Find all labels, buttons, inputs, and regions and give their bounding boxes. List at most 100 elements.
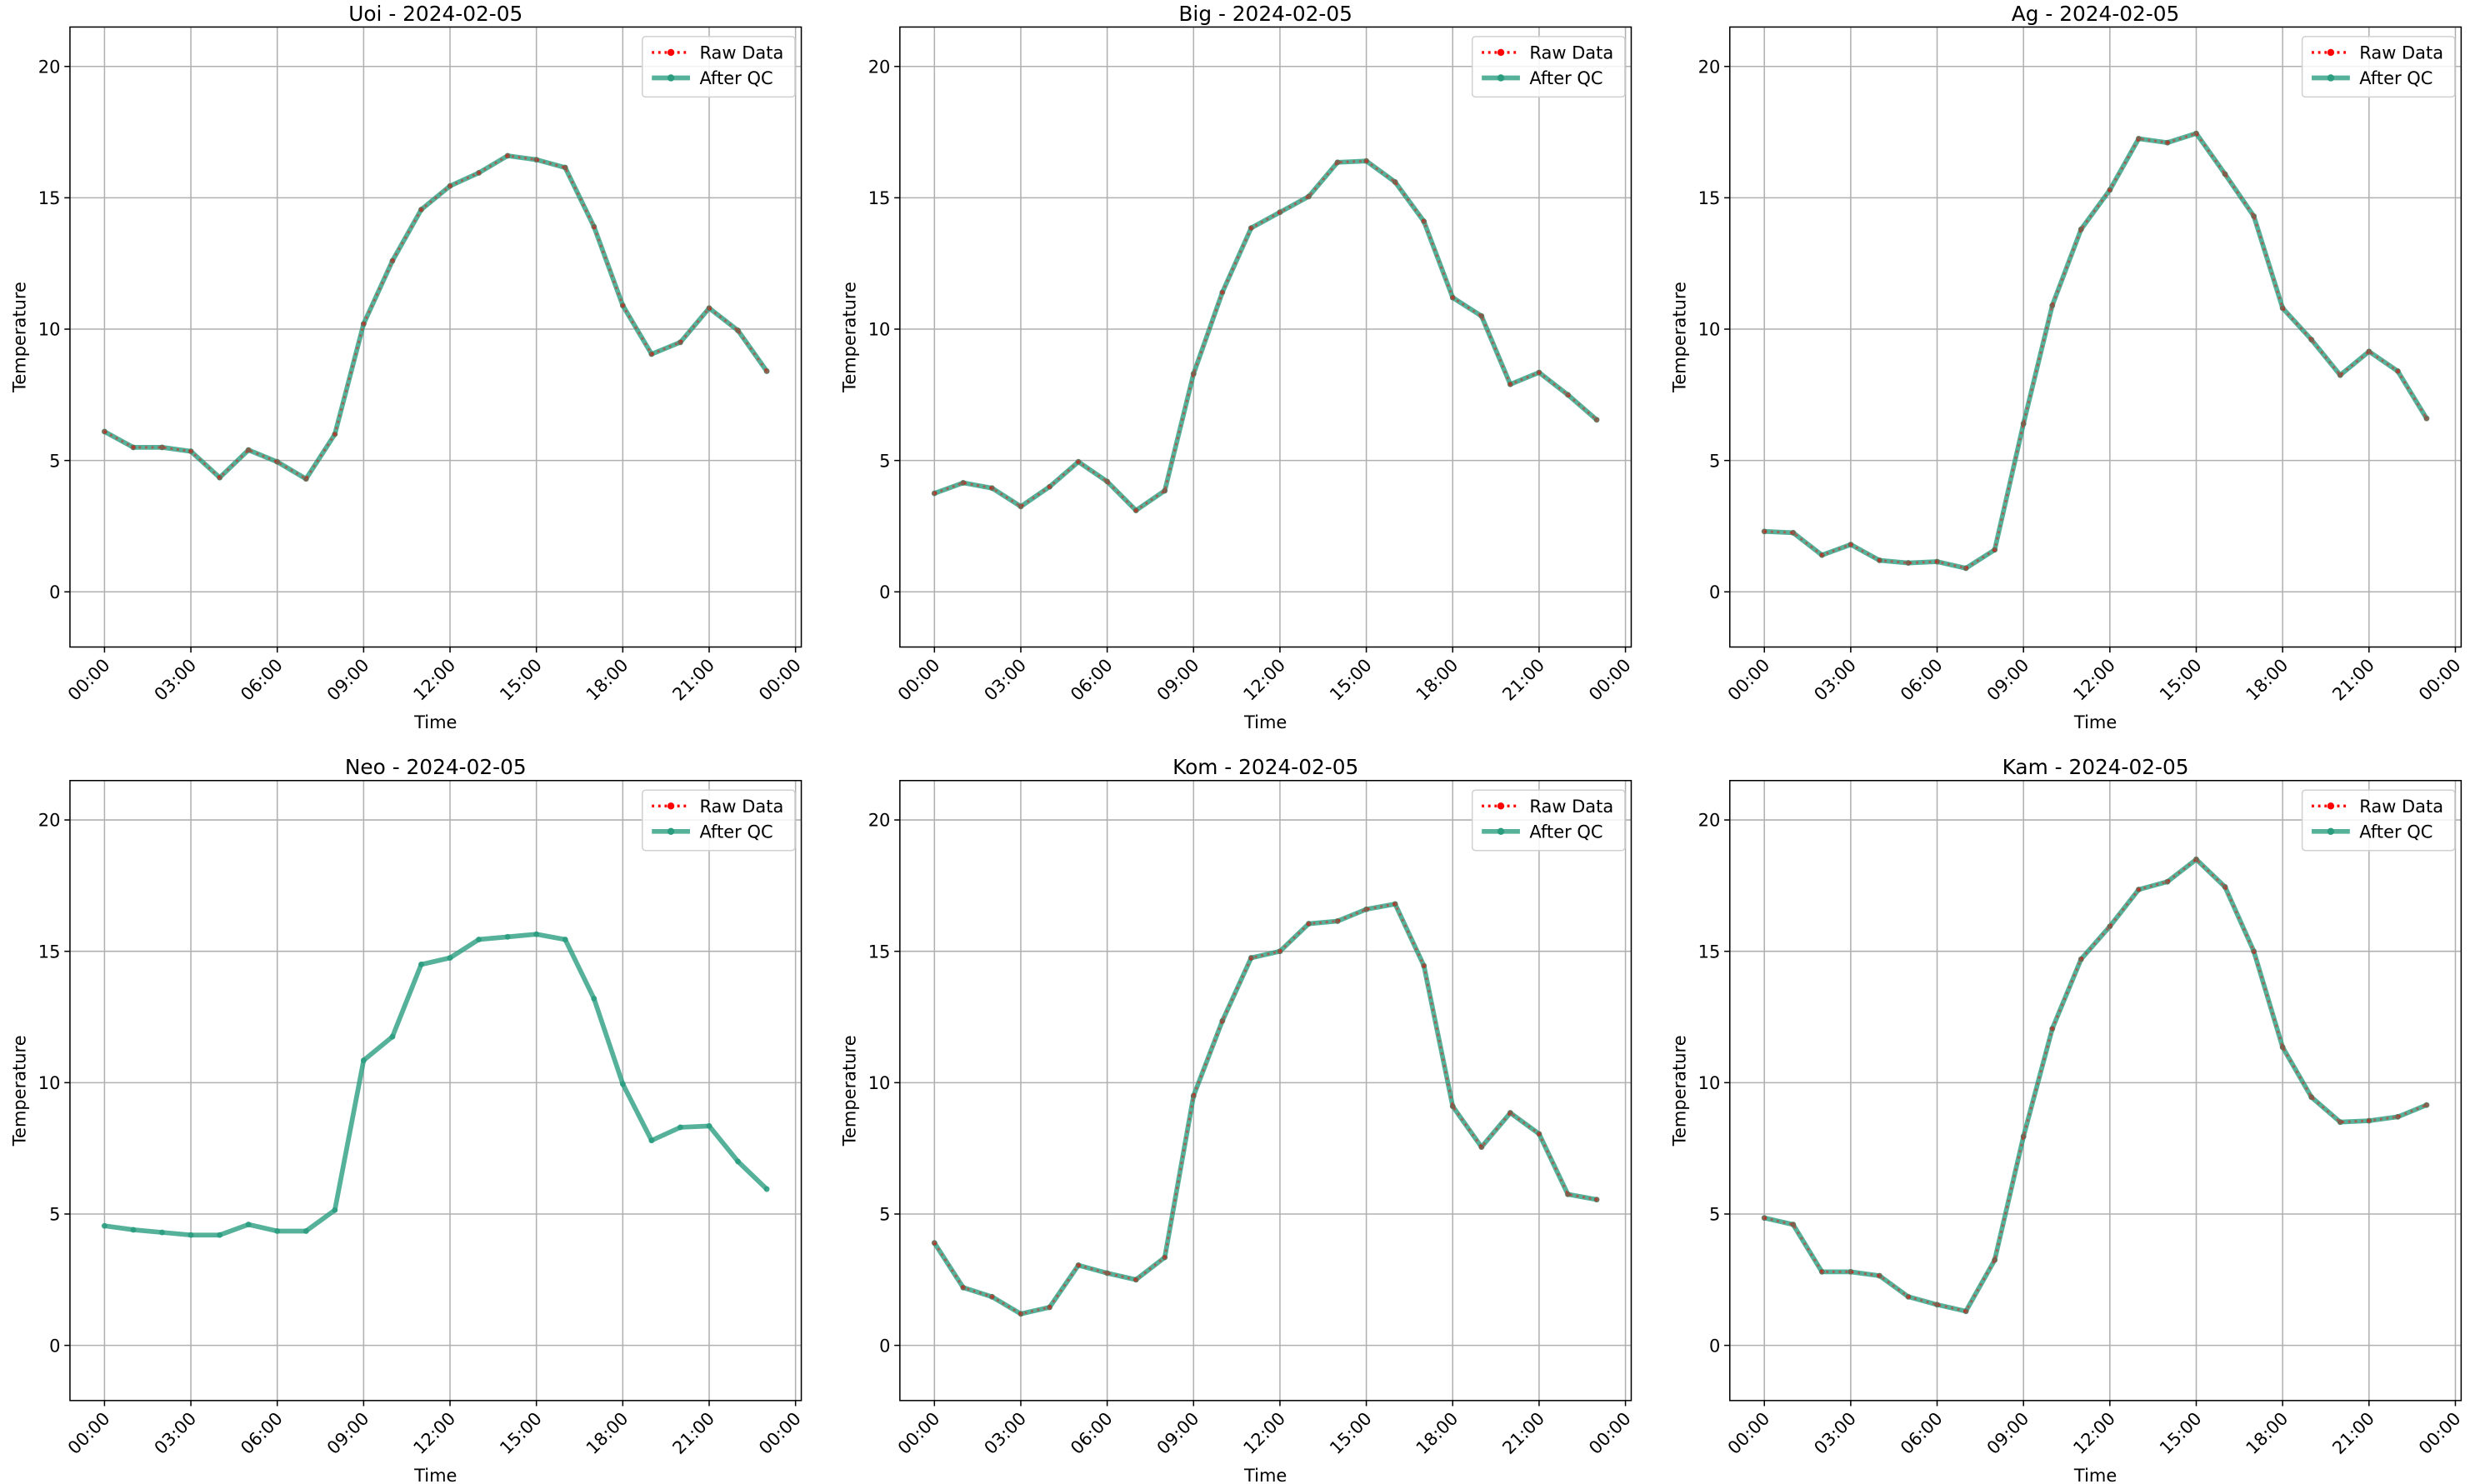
axes-frame: [69, 26, 802, 648]
series-marker: [1934, 558, 1940, 565]
y-tick-label: 5: [879, 451, 890, 471]
y-axis-label: Temperature: [1669, 1035, 1689, 1147]
series-marker: [2423, 415, 2430, 422]
series-marker: [988, 1293, 995, 1300]
series-marker: [217, 474, 223, 481]
series-marker: [1277, 948, 1282, 954]
x-tick-label: 06:00: [1897, 655, 1947, 705]
series-marker: [989, 1294, 995, 1300]
x-tick-label: 09:00: [323, 1408, 373, 1458]
series-marker: [2078, 227, 2084, 232]
series-marker: [2338, 1119, 2343, 1125]
legend-marker: [2327, 74, 2335, 82]
legend-label: Raw Data: [2359, 797, 2443, 817]
series-marker: [620, 302, 626, 308]
y-axis-label: Temperature: [10, 1035, 30, 1147]
series-marker: [1905, 560, 1912, 567]
series-marker: [1392, 901, 1398, 907]
x-tick-label: 06:00: [1067, 1408, 1117, 1458]
series-marker: [1132, 1277, 1139, 1283]
series-marker: [1334, 918, 1341, 924]
series-line: [932, 902, 1598, 1317]
series-marker: [735, 327, 741, 333]
series-marker: [931, 1240, 938, 1247]
x-tick-label: 09:00: [1153, 655, 1203, 705]
series-marker: [1790, 1222, 1796, 1227]
subplot: 0 5 10 15 20 00:00 03:00 06:00 09:00 12:00 15:00 18…: [10, 755, 805, 1484]
series-marker: [2021, 421, 2027, 427]
series-marker: [389, 257, 395, 264]
series-marker: [1421, 962, 1427, 969]
legend-marker: [1497, 48, 1505, 57]
series-marker: [303, 476, 309, 482]
series-marker: [246, 447, 252, 453]
series-marker: [562, 164, 568, 171]
legend-marker: [2327, 802, 2335, 810]
x-tick-label: 09:00: [1983, 655, 2033, 705]
series-marker: [2078, 226, 2084, 232]
series-marker: [188, 448, 194, 454]
subplot-title: Ag - 2024-02-05: [2012, 2, 2180, 26]
series-marker: [1104, 1270, 1111, 1277]
x-tick-label: 12:00: [1239, 655, 1289, 705]
y-tick-label: 0: [1709, 582, 1720, 602]
subplot-title: Kam - 2024-02-05: [2002, 755, 2189, 779]
series-marker: [1478, 1144, 1484, 1150]
legend-marker: [1497, 802, 1505, 810]
y-tick-label: 5: [879, 1205, 890, 1225]
x-tick-label: 18:00: [582, 1408, 632, 1458]
y-tick-label: 20: [1698, 811, 1721, 831]
series-marker: [418, 207, 424, 212]
axes-frame: [1728, 26, 2462, 648]
series-marker: [960, 480, 967, 486]
series-marker: [2222, 171, 2228, 177]
series-marker: [2107, 187, 2112, 192]
y-axis-label: Temperature: [1669, 282, 1689, 393]
series-marker: [1934, 1302, 1940, 1308]
subplot-title: Big - 2024-02-05: [1178, 2, 1352, 26]
series-marker: [932, 1240, 938, 1246]
series-line: [103, 154, 768, 481]
series-marker: [274, 458, 281, 465]
series-marker: [1277, 209, 1283, 216]
x-tick-label: 00:00: [2415, 655, 2465, 705]
series-marker: [1219, 289, 1225, 295]
y-tick-label: 15: [1698, 942, 1721, 962]
series-marker: [1962, 565, 1969, 572]
series-marker: [989, 485, 995, 491]
series-marker: [1190, 1092, 1197, 1099]
series-marker: [1018, 1311, 1024, 1317]
y-tick-label: 15: [38, 942, 61, 962]
series-marker: [988, 485, 995, 492]
series-marker: [1421, 218, 1428, 225]
x-tick-label: 00:00: [1724, 1408, 1774, 1458]
x-tick-label: 21:00: [2328, 1408, 2378, 1458]
series-marker: [2193, 131, 2199, 137]
y-tick-label: 15: [868, 188, 891, 208]
series-marker: [2337, 1119, 2343, 1126]
series-marker: [1248, 225, 1254, 231]
legend-label: Raw Data: [699, 797, 783, 817]
x-tick-label: 12:00: [1239, 1408, 1289, 1458]
series-marker: [1162, 1254, 1168, 1261]
series-marker: [533, 157, 539, 162]
y-tick-label: 0: [49, 1336, 60, 1356]
x-tick-label: 00:00: [755, 655, 805, 705]
series-marker: [332, 432, 338, 437]
series-line: [1764, 132, 2428, 570]
series-marker: [1877, 557, 1882, 563]
series-marker: [1162, 487, 1168, 494]
series-marker: [2394, 1113, 2401, 1120]
series-marker: [476, 937, 482, 942]
series-marker: [763, 1186, 770, 1192]
x-axis-label: Time: [2073, 712, 2117, 732]
series-marker: [2135, 135, 2142, 142]
x-tick-label: 03:00: [980, 1408, 1030, 1458]
axes-frame: [1728, 780, 2462, 1402]
series-marker: [1450, 295, 1456, 301]
y-tick-label: 20: [868, 811, 891, 831]
series-marker: [159, 444, 165, 451]
series-marker: [1818, 1268, 1825, 1275]
x-tick-label: 03:00: [1810, 655, 1860, 705]
